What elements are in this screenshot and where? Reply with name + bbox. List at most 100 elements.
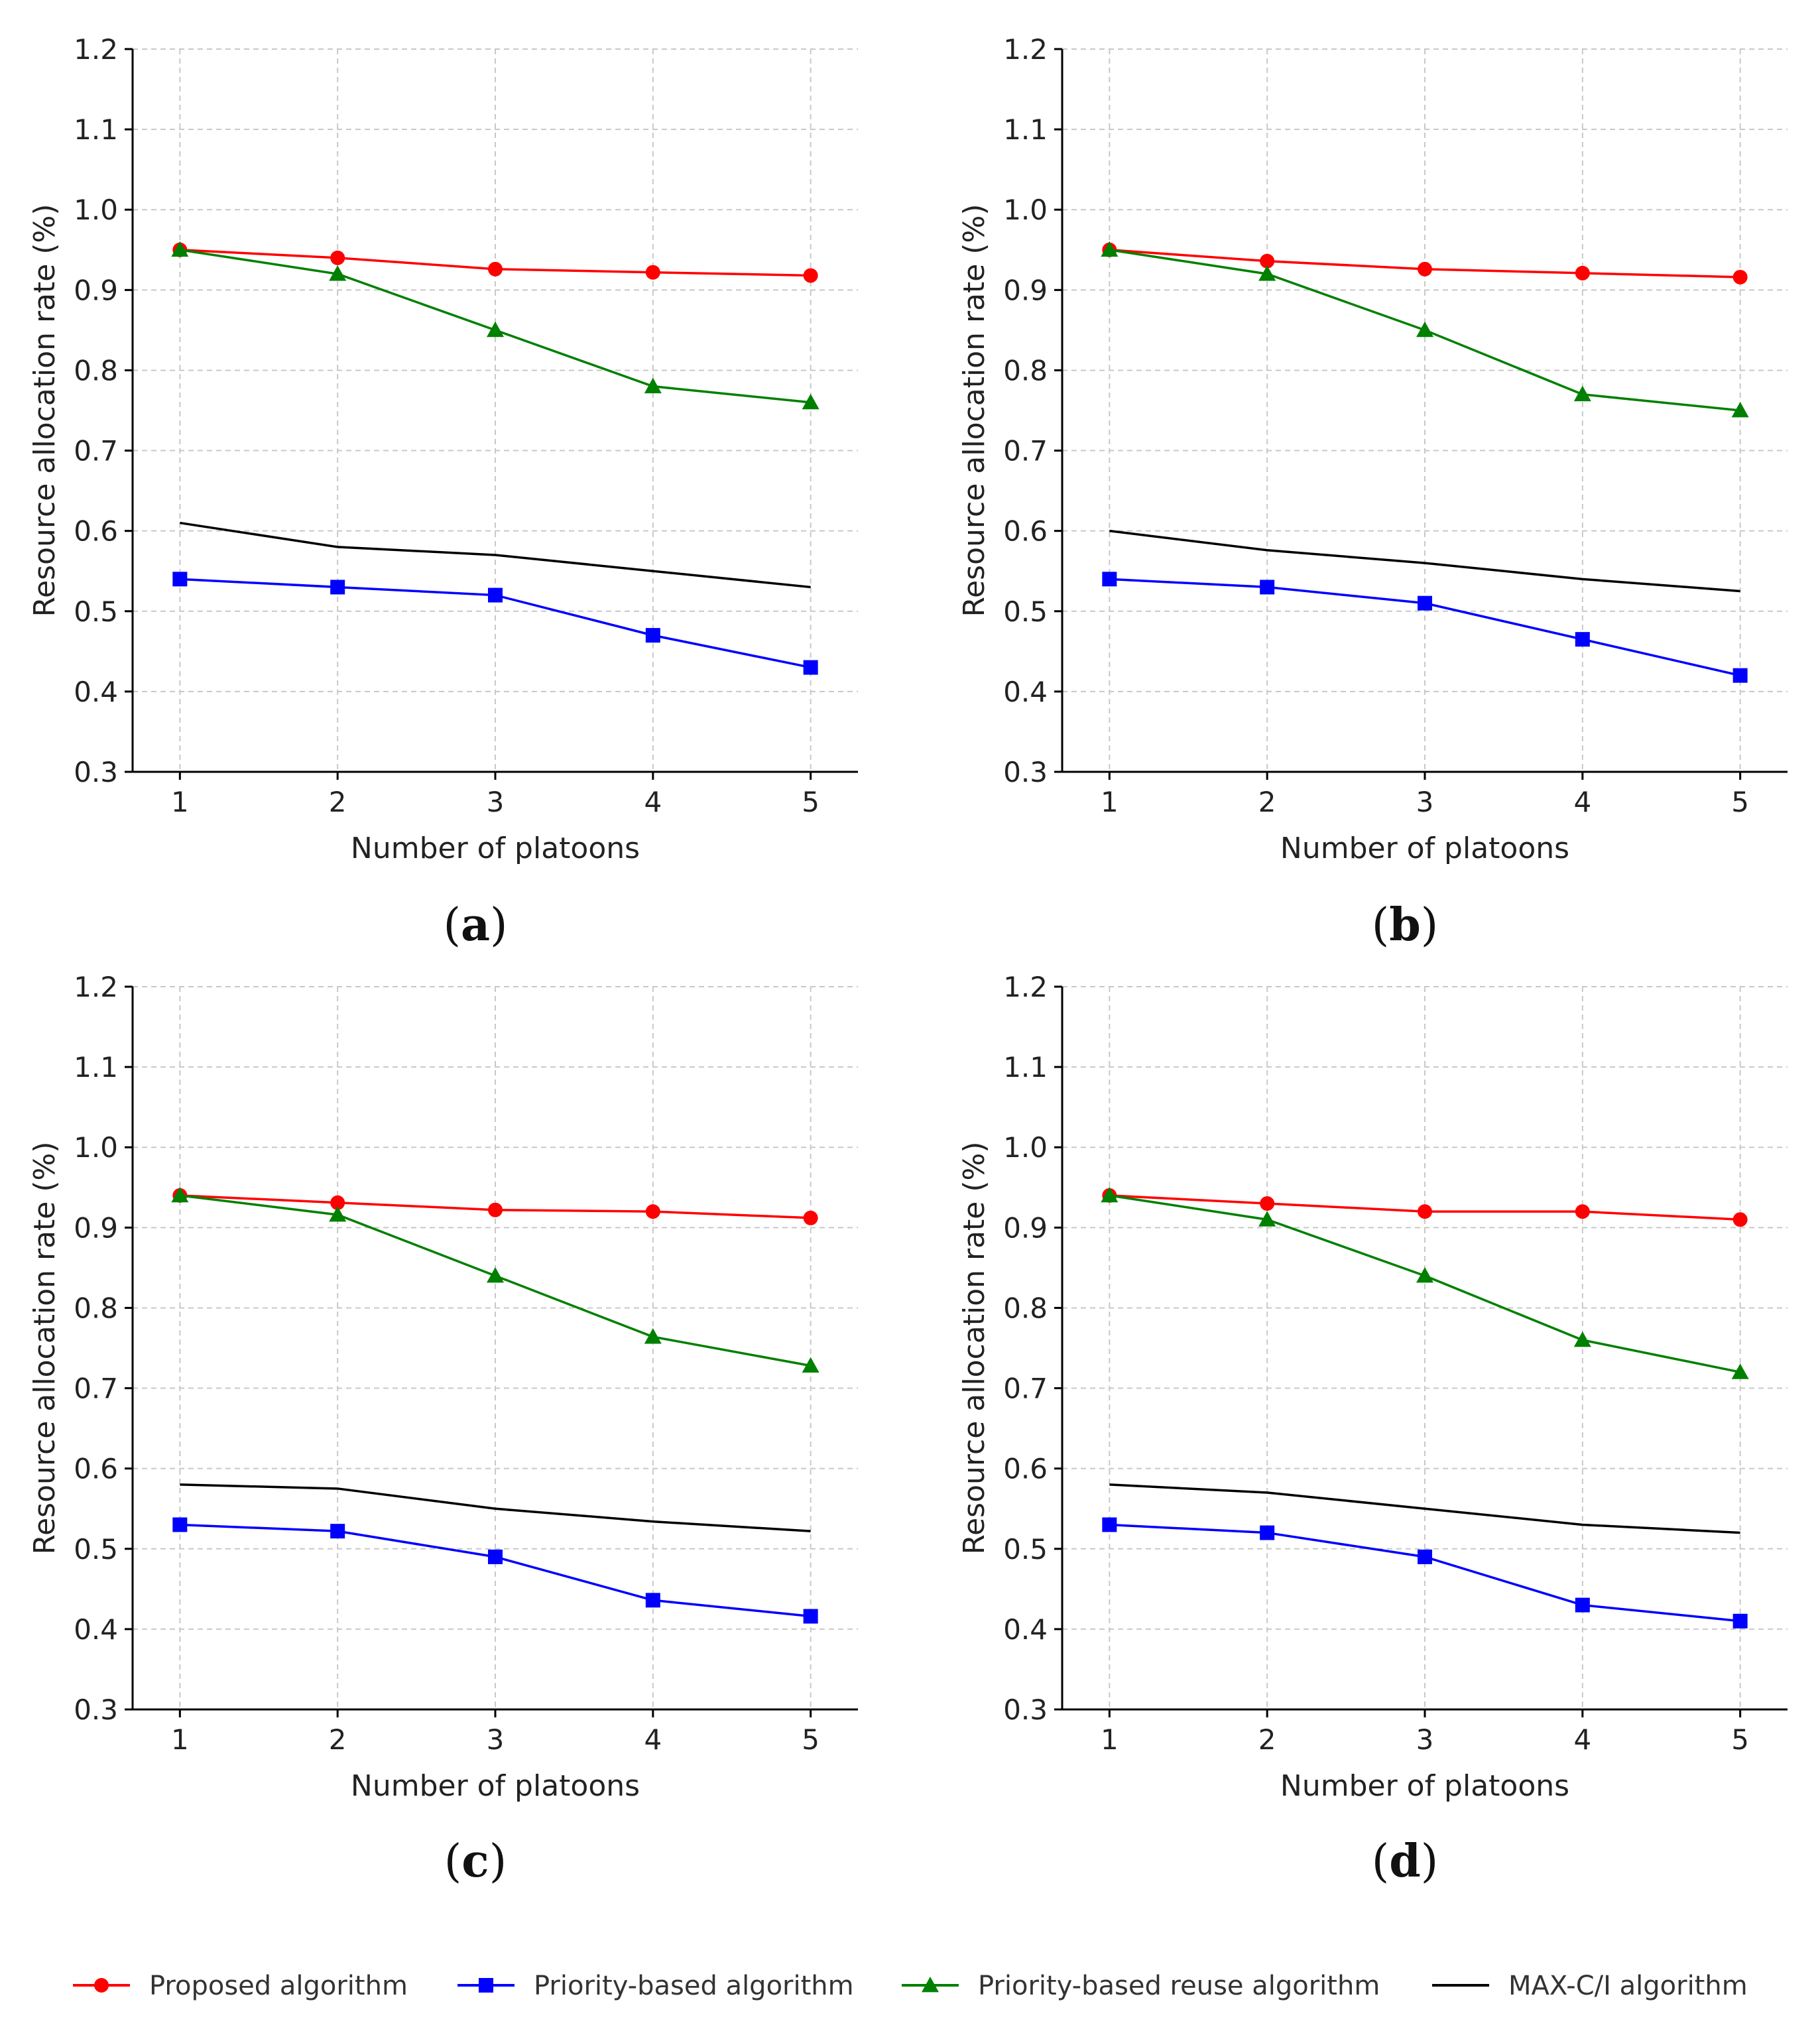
x-tick-label: 5 (1731, 786, 1749, 818)
y-tick-label: 0.8 (1003, 354, 1048, 387)
data-point (1416, 321, 1433, 338)
y-tick-label: 0.9 (74, 1211, 118, 1244)
x-tick-label: 3 (487, 1723, 505, 1756)
legend-item: Priority-based reuse algorithm (902, 1971, 1380, 2001)
y-tick-label: 0.4 (1003, 1613, 1048, 1646)
data-point (172, 1517, 188, 1532)
y-tick-label: 0.9 (1003, 1211, 1048, 1244)
data-point (1258, 265, 1276, 281)
data-point (803, 660, 818, 675)
y-tick-label: 1.2 (74, 971, 118, 1003)
x-axis-label: Number of platoons (1280, 1769, 1569, 1803)
y-tick-label: 0.8 (1003, 1292, 1048, 1324)
series-proposed-algorithm (172, 1188, 818, 1225)
x-tick-label: 4 (644, 1723, 662, 1756)
y-tick-label: 0.3 (1003, 756, 1048, 788)
data-point (644, 377, 662, 394)
data-point (1575, 1597, 1590, 1613)
y-axis-label: Resource allocation rate (%) (957, 204, 991, 617)
data-point (1260, 1196, 1275, 1211)
series-priority-based-reuse-algorithm (1101, 241, 1749, 418)
x-tick-label: 4 (1573, 786, 1591, 818)
y-tick-label: 0.6 (74, 1453, 118, 1485)
data-point (1260, 1525, 1275, 1540)
x-tick-label: 4 (644, 786, 662, 818)
legend-label: MAX-C/I algorithm (1508, 1971, 1748, 2001)
legend-label: Priority-based algorithm (534, 1971, 854, 2001)
series-max-c-i-algorithm (180, 521, 811, 589)
x-tick-label: 5 (1731, 1723, 1749, 1756)
data-point (171, 241, 189, 257)
series-max-c-i-algorithm (1109, 529, 1740, 593)
legend-label: Proposed algorithm (149, 1971, 408, 2001)
y-tick-label: 0.4 (74, 1613, 118, 1646)
y-tick-label: 0.7 (74, 435, 118, 467)
y-tick-label: 0.5 (1003, 595, 1048, 628)
series-priority-based-algorithm (172, 1517, 818, 1624)
series-line (180, 521, 811, 589)
y-tick-label: 0.3 (74, 1694, 118, 1726)
y-tick-label: 1.0 (74, 194, 118, 226)
data-point (488, 1202, 503, 1217)
data-point (1732, 668, 1748, 683)
panel-label-c: (c) (444, 1835, 507, 1888)
legend-item: MAX-C/I algorithm (1432, 1971, 1748, 2001)
data-point (803, 1210, 818, 1225)
data-point (487, 321, 504, 338)
x-tick-label: 2 (329, 786, 347, 818)
y-tick-label: 0.9 (1003, 274, 1048, 306)
data-point (1260, 580, 1275, 595)
data-point (1258, 1211, 1276, 1227)
y-tick-label: 0.5 (1003, 1533, 1048, 1566)
y-tick-label: 1.1 (1003, 1051, 1048, 1083)
y-tick-label: 1.0 (1003, 194, 1048, 226)
y-tick-label: 0.6 (1003, 1453, 1048, 1485)
x-tick-label: 3 (487, 786, 505, 818)
x-tick-label: 4 (1573, 1723, 1591, 1756)
y-tick-label: 0.7 (1003, 1373, 1048, 1405)
data-point (1575, 1204, 1590, 1219)
x-tick-label: 2 (1258, 786, 1276, 818)
data-point (1260, 253, 1275, 269)
data-point (1732, 1212, 1748, 1227)
data-point (645, 265, 660, 280)
y-axis-label: Resource allocation rate (%) (28, 1141, 62, 1554)
x-axis-label: Number of platoons (1280, 832, 1569, 865)
x-tick-label: 5 (802, 786, 819, 818)
data-point (1573, 1331, 1591, 1347)
data-point (803, 1609, 818, 1624)
x-tick-label: 2 (1258, 1723, 1276, 1756)
y-tick-label: 0.4 (1003, 676, 1048, 708)
data-point (1101, 1186, 1119, 1203)
x-tick-label: 1 (1101, 786, 1119, 818)
data-point (1418, 595, 1432, 611)
legend-item: Priority-based algorithm (457, 1971, 854, 2001)
series-priority-based-reuse-algorithm (171, 1186, 819, 1373)
legend-marker (94, 1978, 109, 1993)
data-point (1575, 265, 1590, 280)
series-line (180, 1483, 811, 1532)
series-max-c-i-algorithm (180, 1483, 811, 1532)
series-line (1109, 1483, 1740, 1534)
data-point (1731, 1363, 1749, 1379)
data-point (330, 1524, 345, 1539)
data-point (1102, 572, 1117, 587)
data-point (1418, 1204, 1432, 1219)
y-axis-label: Resource allocation rate (%) (957, 1141, 991, 1554)
data-point (1575, 632, 1590, 647)
data-point (644, 1328, 662, 1344)
x-axis-label: Number of platoons (351, 832, 640, 865)
series-max-c-i-algorithm (1109, 1483, 1740, 1534)
series-priority-based-reuse-algorithm (171, 241, 819, 410)
y-tick-label: 0.7 (74, 1373, 118, 1405)
y-tick-label: 0.7 (1003, 435, 1048, 467)
data-point (1573, 385, 1591, 402)
x-tick-label: 3 (1416, 786, 1434, 818)
chart-panel-b: 0.3 0.4 0.5 0.6 0.7 0.8 0.9 1.0 1.1 1.2 1 2 3 4 5 Numbe… (957, 33, 1788, 865)
chart-panel-d: 0.3 0.4 0.5 0.6 0.7 0.8 0.9 1.0 1.1 1.2 1 2 3 4 5 Numbe… (957, 971, 1788, 1803)
y-tick-label: 1.1 (74, 1051, 118, 1083)
y-tick-label: 0.8 (74, 1292, 118, 1324)
data-point (330, 1195, 345, 1210)
y-tick-label: 0.8 (74, 354, 118, 387)
